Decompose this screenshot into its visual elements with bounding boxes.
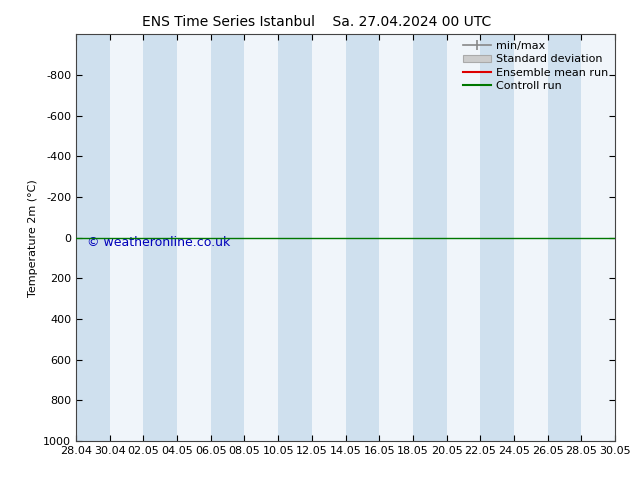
Bar	[430, 34, 446, 441]
Bar	[564, 34, 581, 441]
Text: © weatheronline.co.uk: © weatheronline.co.uk	[87, 236, 230, 248]
Bar	[278, 34, 295, 441]
Bar	[480, 34, 497, 441]
Bar	[210, 34, 228, 441]
Bar	[413, 34, 430, 441]
Bar	[295, 34, 312, 441]
Text: ENS Time Series Istanbul    Sa. 27.04.2024 00 UTC: ENS Time Series Istanbul Sa. 27.04.2024 …	[143, 15, 491, 29]
Bar	[76, 34, 93, 441]
Bar	[363, 34, 379, 441]
Legend: min/max, Standard deviation, Ensemble mean run, Controll run: min/max, Standard deviation, Ensemble me…	[458, 37, 612, 96]
Bar	[93, 34, 110, 441]
Bar	[143, 34, 160, 441]
Y-axis label: Temperature 2m (°C): Temperature 2m (°C)	[28, 179, 37, 296]
Bar	[548, 34, 564, 441]
Bar	[160, 34, 177, 441]
Bar	[228, 34, 245, 441]
Bar	[346, 34, 363, 441]
Bar	[497, 34, 514, 441]
